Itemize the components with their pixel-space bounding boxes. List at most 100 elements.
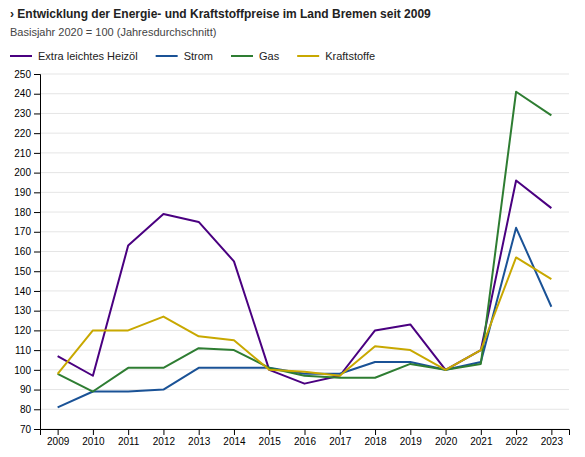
y-tick-label: 150 xyxy=(14,266,31,277)
x-tick: 2018 xyxy=(364,429,387,447)
x-tick-label: 2014 xyxy=(223,436,246,447)
y-tick-mark xyxy=(34,409,40,410)
x-tick-label: 2023 xyxy=(541,436,564,447)
series-line xyxy=(58,181,552,384)
y-tick-label: 90 xyxy=(20,384,32,395)
y-tick-mark xyxy=(34,74,40,75)
x-tick-mark xyxy=(199,429,200,435)
y-tick: 170 xyxy=(14,226,40,237)
grid-line xyxy=(40,389,569,390)
y-tick: 230 xyxy=(14,108,40,119)
x-tick: 2023 xyxy=(541,429,564,447)
x-tick-label: 2012 xyxy=(153,436,176,447)
legend-item: Gas xyxy=(231,50,280,62)
grid-line xyxy=(40,74,569,75)
x-tick-mark xyxy=(269,429,270,435)
x-tick-mark xyxy=(340,429,341,435)
y-tick: 110 xyxy=(15,345,40,356)
y-tick-mark xyxy=(34,291,40,292)
y-tick-label: 110 xyxy=(15,345,31,356)
legend-swatch xyxy=(297,55,319,57)
y-tick: 80 xyxy=(20,404,40,415)
x-tick-label: 2020 xyxy=(435,436,458,447)
legend-label: Kraftstoffe xyxy=(325,50,375,62)
x-tick: 2013 xyxy=(188,429,211,447)
y-tick-label: 250 xyxy=(14,69,31,80)
x-tick-label: 2018 xyxy=(364,436,387,447)
y-tick-mark xyxy=(34,252,40,253)
x-tick: 2009 xyxy=(47,429,70,447)
series-line xyxy=(58,92,552,392)
legend-label: Extra leichtes Heizöl xyxy=(38,50,138,62)
y-tick: 180 xyxy=(14,207,40,218)
legend-item: Kraftstoffe xyxy=(297,50,375,62)
y-tick-label: 100 xyxy=(14,365,31,376)
y-tick: 90 xyxy=(20,384,40,395)
y-tick: 100 xyxy=(14,365,40,376)
y-axis-line xyxy=(34,75,41,430)
grid-line xyxy=(40,350,569,351)
x-tick-mark xyxy=(446,429,447,435)
grid-line xyxy=(40,93,569,94)
y-tick: 200 xyxy=(14,167,40,178)
legend-swatch xyxy=(231,55,253,57)
grid-line xyxy=(40,231,569,232)
grid xyxy=(40,74,569,429)
x-tick: 2021 xyxy=(470,429,493,447)
x-tick: 2012 xyxy=(153,429,176,447)
grid-line xyxy=(40,251,569,252)
y-tick-mark xyxy=(34,429,40,430)
y-tick-label: 200 xyxy=(14,167,31,178)
x-tick: 2016 xyxy=(294,429,317,447)
x-tick: 2020 xyxy=(435,429,458,447)
y-tick: 210 xyxy=(14,148,40,159)
x-tick-label: 2017 xyxy=(329,436,352,447)
lines xyxy=(58,92,552,408)
x-tick-mark xyxy=(58,429,59,435)
y-tick-label: 230 xyxy=(14,108,31,119)
x-tick-mark xyxy=(163,429,164,435)
x-tick-label: 2015 xyxy=(259,436,282,447)
y-tick: 240 xyxy=(14,88,40,99)
y-tick: 140 xyxy=(14,286,40,297)
y-tick-label: 160 xyxy=(14,246,31,257)
legend-swatch xyxy=(156,55,178,57)
series-line xyxy=(58,228,552,407)
title: › Entwicklung der Energie- und Kraftstof… xyxy=(10,7,431,21)
y-tick-label: 190 xyxy=(14,187,31,198)
x-tick-mark xyxy=(93,429,94,435)
legend: Extra leichtes Heizöl Strom Gas Kraftstoffe xyxy=(10,50,375,62)
y-tick: 130 xyxy=(14,305,40,316)
legend-item: Extra leichtes Heizöl xyxy=(10,50,138,62)
grid-line xyxy=(40,133,569,134)
grid-line xyxy=(40,172,569,173)
x-tick: 2011 xyxy=(118,429,140,447)
x-tick-label: 2016 xyxy=(294,436,317,447)
y-tick-mark xyxy=(34,350,40,351)
y-axis: 7080901001101201301401501601701801902002… xyxy=(14,69,40,435)
y-tick-mark xyxy=(34,232,40,233)
x-tick-label: 2011 xyxy=(118,436,140,447)
x-tick-mark xyxy=(128,429,129,435)
y-tick: 120 xyxy=(14,325,40,336)
x-tick-label: 2019 xyxy=(400,436,423,447)
grid-line xyxy=(40,271,569,272)
legend-item: Strom xyxy=(156,50,213,62)
grid-line xyxy=(40,113,569,114)
x-tick-label: 2013 xyxy=(188,436,211,447)
x-tick: 2014 xyxy=(223,429,246,447)
y-tick-mark xyxy=(34,153,40,154)
y-tick: 250 xyxy=(14,69,40,80)
y-tick-label: 170 xyxy=(14,226,31,237)
x-tick-mark xyxy=(234,429,235,435)
x-tick-mark xyxy=(305,429,306,435)
grid-line xyxy=(40,192,569,193)
grid-line xyxy=(40,152,569,153)
y-tick-label: 240 xyxy=(14,88,31,99)
y-tick-mark xyxy=(34,133,40,134)
x-tick: 2017 xyxy=(329,429,352,447)
x-tick: 2022 xyxy=(505,429,528,447)
plot: 2009201020112012201320142015201620172018… xyxy=(14,69,569,447)
x-tick-mark xyxy=(481,429,482,435)
y-tick-mark xyxy=(34,113,40,114)
